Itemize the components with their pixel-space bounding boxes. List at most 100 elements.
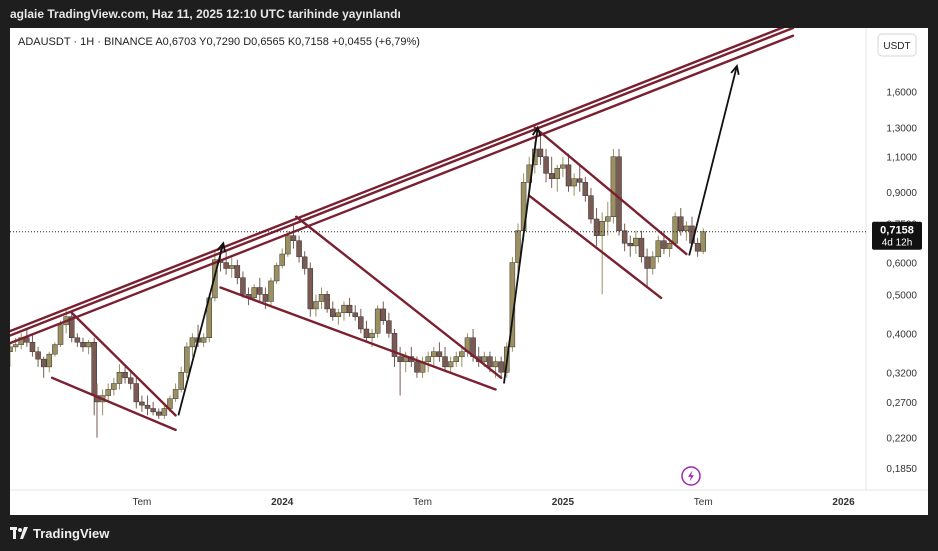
price-tick-label: 1,1000 bbox=[886, 153, 917, 164]
trendline bbox=[295, 215, 503, 379]
candle-body bbox=[290, 235, 297, 241]
candle-body bbox=[481, 356, 488, 362]
candle-body bbox=[459, 351, 465, 357]
candle-body bbox=[436, 351, 443, 357]
candle-body bbox=[285, 235, 291, 255]
tradingview-logo-icon bbox=[10, 527, 28, 539]
chart-frame[interactable]: 1,60001,30001,10000,90000,75000,60000,50… bbox=[7, 22, 928, 515]
candle-body bbox=[672, 216, 678, 244]
currency-button-box[interactable] bbox=[877, 33, 917, 57]
candle-body bbox=[571, 178, 577, 187]
arrow-head bbox=[531, 125, 542, 137]
price-tick-label: 0,2700 bbox=[886, 398, 917, 409]
candle-body bbox=[694, 243, 701, 252]
candle-body bbox=[251, 287, 257, 299]
candle-body bbox=[560, 164, 566, 169]
candle-body bbox=[74, 337, 81, 343]
symbol-info: ADAUSDT · 1H · BINANCE A0,6703 Y0,7290 D… bbox=[18, 36, 420, 48]
candle-body bbox=[447, 361, 454, 368]
candle-body bbox=[487, 356, 493, 368]
candle-body bbox=[397, 356, 403, 362]
trendline bbox=[8, 22, 795, 333]
candle-body bbox=[666, 243, 673, 249]
price-tick-label: 0,5000 bbox=[886, 290, 917, 301]
currency-button[interactable]: USDT bbox=[877, 33, 917, 57]
price-chart[interactable]: 1,60001,30001,10000,90000,75000,60000,50… bbox=[7, 22, 928, 515]
candle-body bbox=[565, 164, 572, 187]
candle-body bbox=[116, 372, 123, 384]
candle-body bbox=[431, 351, 437, 357]
candle-body bbox=[279, 253, 285, 266]
candle-body bbox=[633, 237, 639, 247]
candle-body bbox=[127, 377, 134, 384]
candle-body bbox=[155, 411, 162, 416]
arrow-head bbox=[730, 63, 740, 75]
candle-body bbox=[358, 316, 364, 330]
publish-header: aglaie TradingView.com, Haz 11, 2025 12:… bbox=[0, 0, 938, 28]
candle-body bbox=[29, 342, 36, 352]
candle-body bbox=[228, 265, 235, 269]
trendline bbox=[8, 34, 795, 345]
candle-body bbox=[12, 344, 19, 348]
publish-text: aglaie TradingView.com, Haz 11, 2025 12:… bbox=[10, 7, 401, 21]
candle-body bbox=[273, 265, 280, 282]
price-tick-label: 1,6000 bbox=[886, 87, 917, 98]
trendline bbox=[533, 126, 688, 256]
candle-body bbox=[341, 304, 347, 314]
candle-body bbox=[144, 404, 151, 409]
time-axis: Tem 2024 Tem 2025 Tem 2026 bbox=[132, 497, 855, 508]
trendline bbox=[8, 26, 795, 337]
candle-body bbox=[453, 356, 459, 362]
candle-body bbox=[189, 337, 196, 348]
trendline bbox=[219, 286, 497, 391]
last-price-box bbox=[872, 221, 922, 250]
last-price-value: 0,7158 bbox=[880, 225, 914, 237]
candle-body bbox=[223, 262, 229, 269]
candle-body bbox=[548, 173, 555, 179]
time-tick-label: 2026 bbox=[832, 497, 855, 508]
candle-body bbox=[85, 342, 92, 348]
last-price-countdown: 4d 12h bbox=[882, 238, 913, 249]
price-tick-label: 0,1850 bbox=[886, 464, 917, 475]
candle-body bbox=[599, 221, 605, 236]
candle-body bbox=[683, 225, 690, 231]
price-tick-label: 1,3000 bbox=[886, 124, 917, 135]
candle-body bbox=[52, 344, 58, 355]
candle-body bbox=[318, 294, 325, 302]
price-tick-label: 0,2200 bbox=[886, 434, 917, 445]
candle-body bbox=[91, 342, 97, 396]
candle-body bbox=[80, 342, 86, 348]
trendline bbox=[70, 311, 177, 417]
candle-body bbox=[240, 277, 246, 295]
candle-body bbox=[627, 243, 633, 247]
lightning-icon[interactable] bbox=[681, 466, 701, 486]
candle-body bbox=[582, 182, 589, 196]
candle-body bbox=[184, 346, 190, 373]
candle-body bbox=[363, 328, 370, 338]
currency-button-label[interactable]: USDT bbox=[883, 41, 910, 52]
candle-body bbox=[588, 195, 594, 220]
candle-body bbox=[346, 304, 353, 314]
candle-body bbox=[515, 230, 521, 263]
arrow-line bbox=[688, 65, 738, 256]
candle-body bbox=[262, 294, 269, 302]
candle-body bbox=[554, 167, 561, 179]
candle-body bbox=[593, 218, 600, 236]
price-tick-label: 0,9000 bbox=[886, 188, 917, 199]
candle-body bbox=[442, 356, 448, 368]
lightning-icon-ring[interactable] bbox=[681, 466, 701, 486]
candle-body bbox=[200, 337, 207, 343]
candle-body bbox=[700, 231, 706, 252]
candle-body bbox=[330, 308, 336, 317]
candle-body bbox=[391, 333, 398, 357]
candle-body bbox=[543, 156, 549, 174]
tradingview-logo[interactable]: TradingView bbox=[10, 525, 109, 541]
time-tick-label: 2024 bbox=[271, 497, 294, 508]
lightning-icon-bolt[interactable] bbox=[688, 470, 694, 482]
candle-body bbox=[301, 256, 308, 269]
candle-body bbox=[492, 361, 499, 368]
candle-body bbox=[234, 265, 241, 278]
time-tick-label: Tem bbox=[413, 497, 432, 508]
candle-body bbox=[313, 301, 319, 310]
candle-body bbox=[655, 240, 662, 258]
